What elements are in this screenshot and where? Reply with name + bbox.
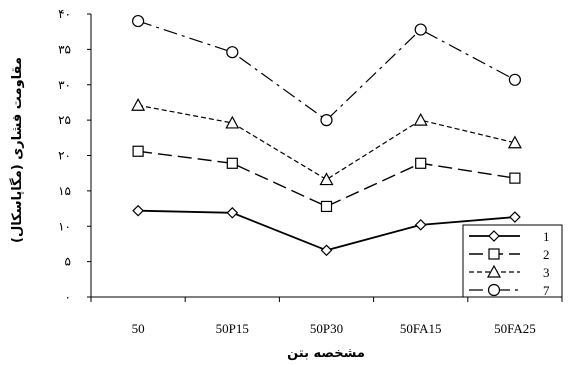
series-layer bbox=[131, 14, 522, 257]
series-line bbox=[137, 20, 516, 121]
data-point bbox=[132, 204, 144, 217]
y-tick-label: ۱۰ bbox=[58, 219, 71, 233]
y-axis-ticks: ۰ ۵ ۱۰ ۱۵ ۲۰ ۲۵ ۳۰ ۳۵ ۴۰ bbox=[58, 7, 91, 304]
series-7 bbox=[132, 14, 522, 127]
y-tick-label: ۵ bbox=[65, 255, 71, 269]
data-point bbox=[132, 145, 144, 157]
series-1 bbox=[132, 204, 521, 257]
legend: 1 2 3 7 bbox=[462, 224, 563, 298]
data-point bbox=[226, 46, 239, 59]
data-point bbox=[415, 157, 427, 169]
legend-label: 2 bbox=[543, 247, 550, 262]
data-point bbox=[413, 112, 428, 126]
y-tick-label: ۴۰ bbox=[58, 7, 71, 21]
y-tick-label: ۰ bbox=[65, 290, 71, 304]
data-point bbox=[226, 206, 239, 219]
legend-label: 7 bbox=[543, 283, 550, 298]
x-tick-label: 50FA15 bbox=[400, 321, 442, 336]
legend-marker bbox=[487, 283, 501, 297]
data-point bbox=[508, 73, 522, 86]
data-point bbox=[226, 157, 238, 169]
x-tick-label: 50FA25 bbox=[494, 321, 536, 336]
data-point bbox=[131, 98, 146, 111]
y-axis-title: مقاومت فشاری (مگاپاسکال) bbox=[9, 57, 25, 243]
legend-box bbox=[462, 224, 563, 298]
legend-marker bbox=[488, 248, 500, 260]
legend-marker bbox=[486, 264, 502, 278]
data-point bbox=[509, 211, 521, 223]
x-tick-label: 50 bbox=[132, 321, 145, 336]
data-point bbox=[320, 114, 333, 127]
x-axis-title: مشخصه بتن bbox=[287, 346, 365, 361]
y-tick-label: ۳۵ bbox=[58, 42, 71, 56]
data-point bbox=[320, 200, 333, 213]
data-point bbox=[507, 135, 522, 149]
legend-label: 1 bbox=[543, 229, 550, 244]
data-point bbox=[132, 14, 145, 28]
series-3 bbox=[131, 98, 522, 186]
data-point bbox=[319, 172, 334, 186]
x-tick-label: 50P30 bbox=[310, 321, 343, 336]
series-line bbox=[138, 150, 516, 208]
x-tick-label: 50P15 bbox=[216, 321, 249, 336]
data-point bbox=[320, 244, 333, 257]
y-tick-label: ۳۰ bbox=[58, 78, 71, 92]
legend-label: 3 bbox=[543, 265, 550, 280]
data-point bbox=[509, 172, 521, 184]
legend-marker bbox=[488, 230, 500, 242]
data-point bbox=[225, 115, 240, 129]
y-tick-label: ۱۵ bbox=[58, 184, 71, 198]
y-tick-label: ۲۰ bbox=[58, 149, 71, 163]
x-axis-ticks: 50 50P15 50P30 50FA15 50FA25 bbox=[90, 297, 563, 336]
y-tick-label: ۲۵ bbox=[58, 113, 71, 127]
data-point bbox=[414, 218, 427, 231]
series-2 bbox=[132, 145, 521, 213]
data-point bbox=[414, 23, 427, 36]
